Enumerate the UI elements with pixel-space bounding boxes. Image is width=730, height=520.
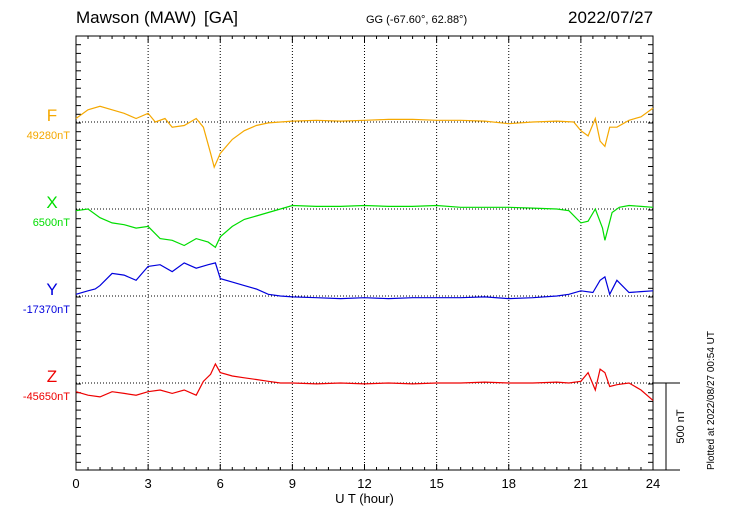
series-f-line	[75, 105, 654, 170]
scale-bar-label: 500 nT	[675, 409, 687, 444]
x-tick-label: 12	[357, 476, 371, 491]
series-x-line	[75, 204, 654, 249]
series-z-baseline-label: -45650nT	[23, 391, 70, 403]
series-x-baseline-label: 6500nT	[33, 217, 71, 229]
series-y-baseline-label: -17370nT	[23, 304, 70, 316]
network-label: [GA]	[204, 8, 239, 27]
x-tick-label: 9	[289, 476, 296, 491]
plotted-timestamp: Plotted at 2022/08/27 00:54 UT	[706, 331, 717, 470]
x-tick-label: 24	[646, 476, 660, 491]
series-y-line	[75, 262, 654, 300]
x-tick-label: 21	[574, 476, 588, 491]
series-f-name: F	[47, 106, 57, 125]
x-tick-label: 3	[145, 476, 152, 491]
x-tick-label: 0	[72, 476, 79, 491]
series-x-name: X	[46, 193, 57, 212]
x-tick-label: 18	[502, 476, 516, 491]
station-title: Mawson (MAW)	[76, 8, 197, 27]
series-z-line	[75, 362, 654, 401]
coordinates-label: GG (-67.60°, 62.88°)	[366, 14, 468, 26]
date-label: 2022/07/27	[568, 8, 654, 27]
series-f-baseline-label: 49280nT	[27, 130, 71, 142]
x-tick-label: 15	[429, 476, 443, 491]
series-y-name: Y	[46, 280, 57, 299]
series-z-name: Z	[47, 367, 57, 386]
x-tick-label: 6	[217, 476, 224, 491]
x-axis-label: U T (hour)	[335, 491, 394, 506]
